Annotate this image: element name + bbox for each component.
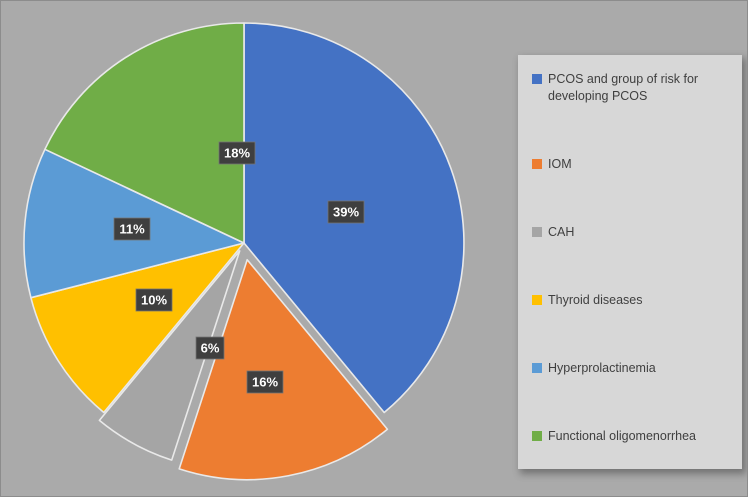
data-label: 39% — [327, 200, 365, 224]
pie-slice — [178, 258, 389, 481]
data-label: 11% — [113, 217, 151, 241]
legend-swatch-icon — [532, 226, 542, 237]
legend-item: Thyroid diseases — [532, 292, 732, 309]
legend-swatch-icon — [532, 158, 542, 169]
legend-item: CAH — [532, 224, 732, 241]
chart-legend: PCOS and group of risk for developing PC… — [518, 55, 742, 469]
legend-item-label: PCOS and group of risk for developing PC… — [548, 72, 699, 103]
legend-swatch-icon — [532, 74, 542, 84]
legend-item-label: Hyperprolactinemia — [548, 361, 656, 376]
legend-item: PCOS and group of risk for developing PC… — [532, 71, 732, 105]
data-label-text: 10% — [141, 293, 167, 308]
data-label-text: 6% — [201, 341, 220, 356]
data-label-text: 11% — [119, 222, 145, 237]
legend-item-label: IOM — [548, 156, 572, 171]
legend-item: IOM — [532, 156, 732, 173]
legend-swatch-icon — [532, 363, 542, 374]
legend-item-label: CAH — [548, 224, 575, 239]
legend-swatch-icon — [532, 431, 542, 442]
pie-slice — [98, 250, 241, 461]
data-label-text: 16% — [252, 375, 278, 390]
data-label-text: 18% — [224, 146, 250, 161]
legend-item: Functional oligomenorrhea — [532, 428, 732, 445]
data-label: 18% — [218, 141, 256, 165]
legend-item: Hyperprolactinemia — [532, 360, 732, 377]
data-label: 16% — [246, 370, 284, 394]
pie-slice — [44, 22, 245, 244]
data-label-text: 39% — [333, 205, 359, 220]
data-label: 10% — [135, 288, 173, 312]
legend-item-label: Thyroid diseases — [548, 293, 643, 308]
legend-item-label: Functional oligomenorrhea — [548, 429, 697, 444]
pie-slice — [30, 242, 245, 414]
legend-swatch-icon — [532, 295, 542, 306]
data-label: 6% — [195, 336, 225, 360]
